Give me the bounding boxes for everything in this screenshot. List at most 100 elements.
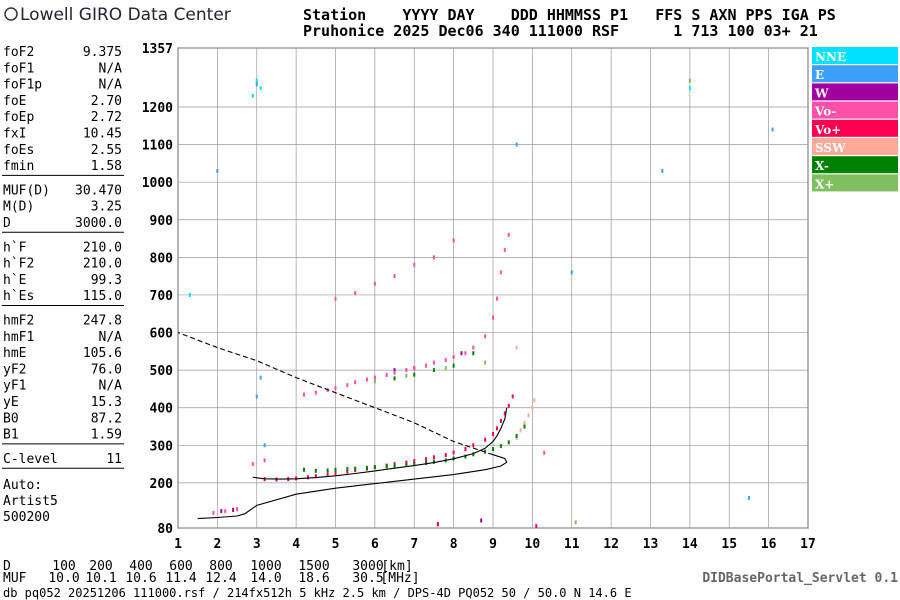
d-unit: [km] bbox=[381, 559, 412, 574]
param-name: B0 bbox=[3, 411, 19, 426]
echo bbox=[405, 373, 408, 378]
echo bbox=[515, 433, 518, 438]
echo bbox=[515, 345, 518, 350]
echo bbox=[688, 86, 691, 91]
param-name: MUF(D) bbox=[3, 183, 50, 198]
header-columns: Station YYYY DAY DDD HHMMSS P1 FFS S AXN… bbox=[303, 6, 836, 24]
echo bbox=[492, 315, 494, 320]
param-value: 3.25 bbox=[91, 200, 122, 215]
echo bbox=[543, 450, 546, 455]
x-tick-label: 6 bbox=[371, 537, 379, 552]
d-value: 1000 bbox=[250, 559, 281, 574]
param-value: N/A bbox=[99, 78, 123, 93]
echo bbox=[527, 413, 530, 418]
y-tick-label: 200 bbox=[150, 477, 174, 492]
x-tick-label: 12 bbox=[603, 537, 619, 552]
echo bbox=[507, 440, 510, 445]
param-value: 2.70 bbox=[91, 94, 122, 109]
echo bbox=[188, 292, 191, 297]
param-value: 1.59 bbox=[91, 428, 122, 443]
echo bbox=[432, 368, 435, 373]
x-tick-label: 7 bbox=[410, 537, 418, 552]
echo bbox=[472, 443, 475, 448]
param-value: 10.45 bbox=[83, 127, 122, 142]
profile-curve bbox=[197, 454, 508, 520]
echo bbox=[499, 444, 502, 449]
echo bbox=[515, 142, 518, 147]
echo bbox=[523, 424, 526, 429]
echo bbox=[464, 454, 467, 459]
x-tick-label: 10 bbox=[525, 537, 541, 552]
echo bbox=[444, 357, 447, 362]
echo bbox=[452, 238, 455, 243]
param-name: h`F bbox=[3, 240, 27, 255]
d-value: 400 bbox=[129, 559, 152, 574]
echo bbox=[255, 82, 258, 87]
echo bbox=[393, 370, 396, 375]
echo bbox=[436, 522, 439, 527]
parameter-panel: foF2 9.375 foF1 N/A foF1p N/A foE 2.70 foEp 2.72 f… bbox=[2, 45, 124, 525]
echo bbox=[232, 507, 235, 512]
param-name: hmF1 bbox=[3, 330, 34, 345]
param-name: h`Es bbox=[3, 289, 34, 304]
param-name: D bbox=[3, 216, 11, 231]
echo bbox=[413, 366, 416, 371]
echo bbox=[535, 524, 538, 529]
param-value: 87.2 bbox=[91, 411, 122, 426]
echo bbox=[393, 368, 396, 373]
legend-label: W bbox=[814, 86, 829, 100]
d-value: 800 bbox=[209, 559, 232, 574]
param-name: foEs bbox=[3, 143, 34, 158]
x-tick-label: 5 bbox=[332, 537, 340, 552]
echo bbox=[507, 403, 510, 408]
muf-value: 11.4 bbox=[165, 571, 196, 586]
echo bbox=[263, 443, 266, 448]
echo bbox=[484, 360, 487, 365]
d-value: 100 bbox=[52, 559, 75, 574]
x-tick-label: 14 bbox=[682, 537, 698, 552]
param-value: 11 bbox=[106, 452, 122, 467]
muf-value: 10.1 bbox=[85, 571, 116, 586]
echo bbox=[385, 373, 388, 378]
echo bbox=[366, 377, 368, 382]
legend-label: Vo- bbox=[814, 105, 836, 119]
echo bbox=[354, 466, 357, 471]
x-tick-label: 1 bbox=[174, 537, 182, 552]
echo bbox=[771, 127, 774, 132]
echo bbox=[334, 467, 337, 472]
echo bbox=[413, 372, 416, 377]
echo bbox=[452, 450, 455, 455]
param-name: fmin bbox=[3, 159, 34, 174]
echo bbox=[366, 465, 368, 470]
echo bbox=[405, 368, 408, 373]
echo bbox=[373, 379, 376, 384]
param-name: foF2 bbox=[3, 45, 34, 60]
param-name: h`E bbox=[3, 273, 26, 288]
echo bbox=[495, 296, 498, 301]
echo bbox=[314, 390, 317, 395]
param-name: hmF2 bbox=[3, 314, 34, 329]
echo bbox=[444, 366, 447, 371]
echo bbox=[346, 466, 349, 471]
legend-label: X- bbox=[815, 159, 829, 173]
echo bbox=[472, 452, 475, 457]
legend: NNE EW Vo- Vo+ SSW X- X+ bbox=[812, 47, 898, 192]
echo bbox=[484, 334, 487, 339]
echo bbox=[413, 459, 416, 464]
echo bbox=[413, 462, 416, 467]
param-value: N/A bbox=[99, 379, 123, 394]
legend-swatch bbox=[812, 101, 898, 119]
y-tick-label: 1100 bbox=[142, 139, 173, 154]
echo bbox=[413, 262, 416, 267]
echo bbox=[472, 351, 475, 356]
param-value: 9.375 bbox=[83, 45, 122, 60]
echo bbox=[212, 510, 215, 515]
echo bbox=[255, 394, 258, 399]
echo bbox=[354, 291, 357, 296]
auto-label: 500200 bbox=[3, 510, 50, 525]
logo: Lowell GIRO Data Center bbox=[20, 5, 231, 25]
param-name: C-level bbox=[3, 452, 58, 467]
param-name: M(D) bbox=[3, 200, 34, 215]
muf-unit: [MHz] bbox=[380, 571, 419, 586]
